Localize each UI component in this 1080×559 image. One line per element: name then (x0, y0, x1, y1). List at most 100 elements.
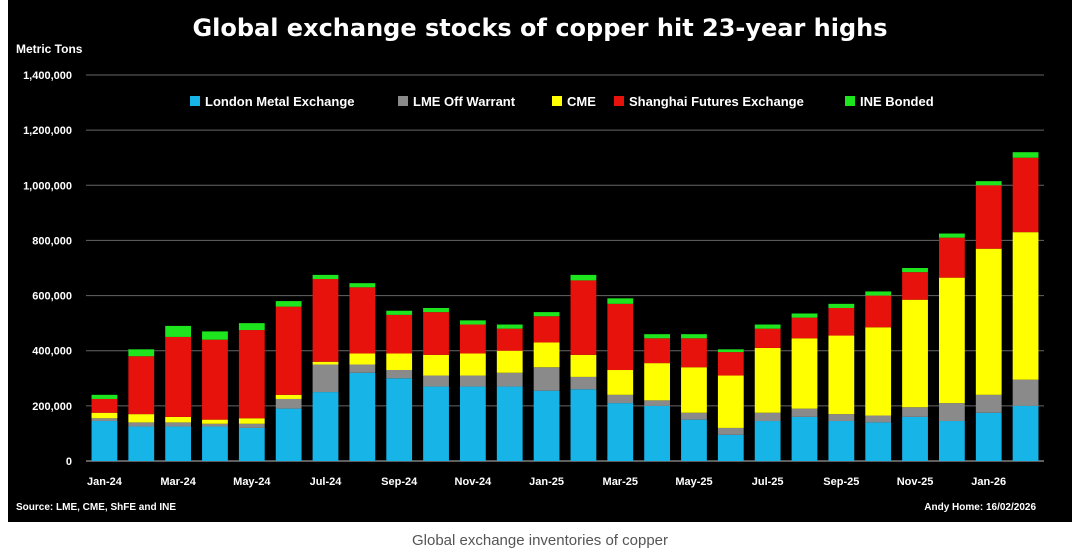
bar-segment (644, 400, 671, 406)
bar-segment (202, 339, 228, 420)
bar-segment (570, 376, 597, 390)
x-tick-label: May-24 (233, 476, 271, 488)
bar-segment (312, 361, 339, 365)
bar-segment (607, 303, 634, 371)
bar-segment (202, 331, 228, 340)
bar-segment (607, 370, 634, 395)
bar-segment (791, 416, 818, 461)
bar-segment (238, 323, 265, 331)
bar-segment (754, 412, 781, 422)
bar-segment (644, 363, 671, 401)
x-tick-labels: Jan-24 Mar-24 May-24 Jul-24 Sep-24 Nov-24 Jan-… (87, 476, 1006, 488)
bar-segment (865, 422, 892, 461)
bar-segment (349, 364, 376, 373)
bar-segment (717, 427, 744, 435)
bar-segment (349, 283, 376, 288)
bar-segment (865, 295, 892, 328)
y-tick-label: 1,000,000 (23, 180, 72, 192)
x-tick-label: Jan-25 (529, 476, 564, 488)
bar-segment (975, 181, 1002, 186)
bar-segment (496, 372, 523, 387)
bar-segment (938, 277, 965, 404)
bar-segment (386, 310, 413, 315)
x-tick-label: Jan-26 (971, 476, 1006, 488)
bar-segment (423, 375, 449, 387)
bar-segment (754, 324, 781, 329)
bar-segment (865, 291, 892, 296)
bar-segment (607, 403, 634, 461)
bar-segment (165, 422, 192, 427)
bar-segment (459, 353, 486, 376)
bar-segment (828, 414, 855, 422)
x-tick-label: Sep-24 (381, 476, 418, 488)
bar-segment (128, 356, 155, 415)
bar-segment (902, 272, 928, 300)
bar-segment (938, 403, 965, 422)
bar-segment (533, 312, 560, 317)
bar-segment (386, 378, 413, 461)
legend-swatch (614, 96, 624, 106)
y-tick-labels: 0 200,000 400,000 600,000 800,000 1,000,000 1,… (23, 70, 72, 468)
bar-segment (91, 394, 118, 399)
bar-segment (791, 317, 818, 339)
y-tick-label: 200,000 (32, 401, 72, 413)
bar-segment (902, 416, 928, 461)
bar-segment (902, 299, 928, 408)
x-tick-label: May-25 (675, 476, 712, 488)
legend-swatch (190, 96, 200, 106)
legend-label: INE Bonded (860, 94, 934, 109)
bar-segment (717, 352, 744, 376)
bar-segment (533, 316, 560, 343)
bar-segment (496, 386, 523, 461)
bar-segment (791, 313, 818, 318)
bar-segment (902, 268, 928, 273)
bar-segment (902, 407, 928, 417)
x-tick-label: Mar-24 (160, 476, 196, 488)
bar-segment (386, 370, 413, 379)
legend-swatch (845, 96, 855, 106)
bar-segment (938, 237, 965, 278)
x-tick-label: Jan-24 (87, 476, 123, 488)
y-tick-label: 1,400,000 (23, 70, 72, 82)
bar-segment (975, 412, 1002, 461)
bar-segment (459, 320, 486, 325)
bar-segment (128, 414, 155, 423)
bar-segment (165, 416, 192, 423)
bar-segment (828, 421, 855, 461)
bar-segment (570, 274, 597, 281)
bar-segment (644, 405, 671, 461)
bar-segment (1012, 157, 1039, 233)
bar-segment (275, 398, 302, 409)
bar-segment (533, 390, 560, 461)
bar-segment (533, 367, 560, 391)
bar-segment (828, 307, 855, 336)
bar-segment (202, 419, 228, 424)
bar-segment (165, 325, 192, 337)
x-tick-label: Jul-24 (310, 476, 343, 488)
bar-segment (681, 334, 707, 339)
x-tick-label: Nov-25 (897, 476, 934, 488)
bar-segment (312, 279, 339, 362)
bar-segment (312, 364, 339, 393)
bars (91, 152, 1039, 461)
bar-segment (202, 423, 228, 427)
y-tick-label: 600,000 (32, 291, 72, 303)
legend-swatch (398, 96, 408, 106)
gridlines (86, 74, 1044, 462)
bar-segment (754, 328, 781, 348)
legend: London Metal Exchange LME Off Warrant CME S… (190, 94, 934, 109)
y-tick-label: 400,000 (32, 346, 72, 358)
bar-segment (570, 280, 597, 355)
bar-segment (938, 233, 965, 238)
image-caption: Global exchange inventories of copper (412, 532, 668, 549)
bar-segment (459, 324, 486, 354)
bar-segment (754, 347, 781, 413)
bar-segment (128, 426, 155, 461)
bar-segment (570, 354, 597, 377)
bar-segment (828, 335, 855, 415)
bar-segment (791, 408, 818, 417)
bar-segment (496, 350, 523, 373)
legend-label: LME Off Warrant (413, 94, 516, 109)
bar-segment (717, 375, 744, 428)
